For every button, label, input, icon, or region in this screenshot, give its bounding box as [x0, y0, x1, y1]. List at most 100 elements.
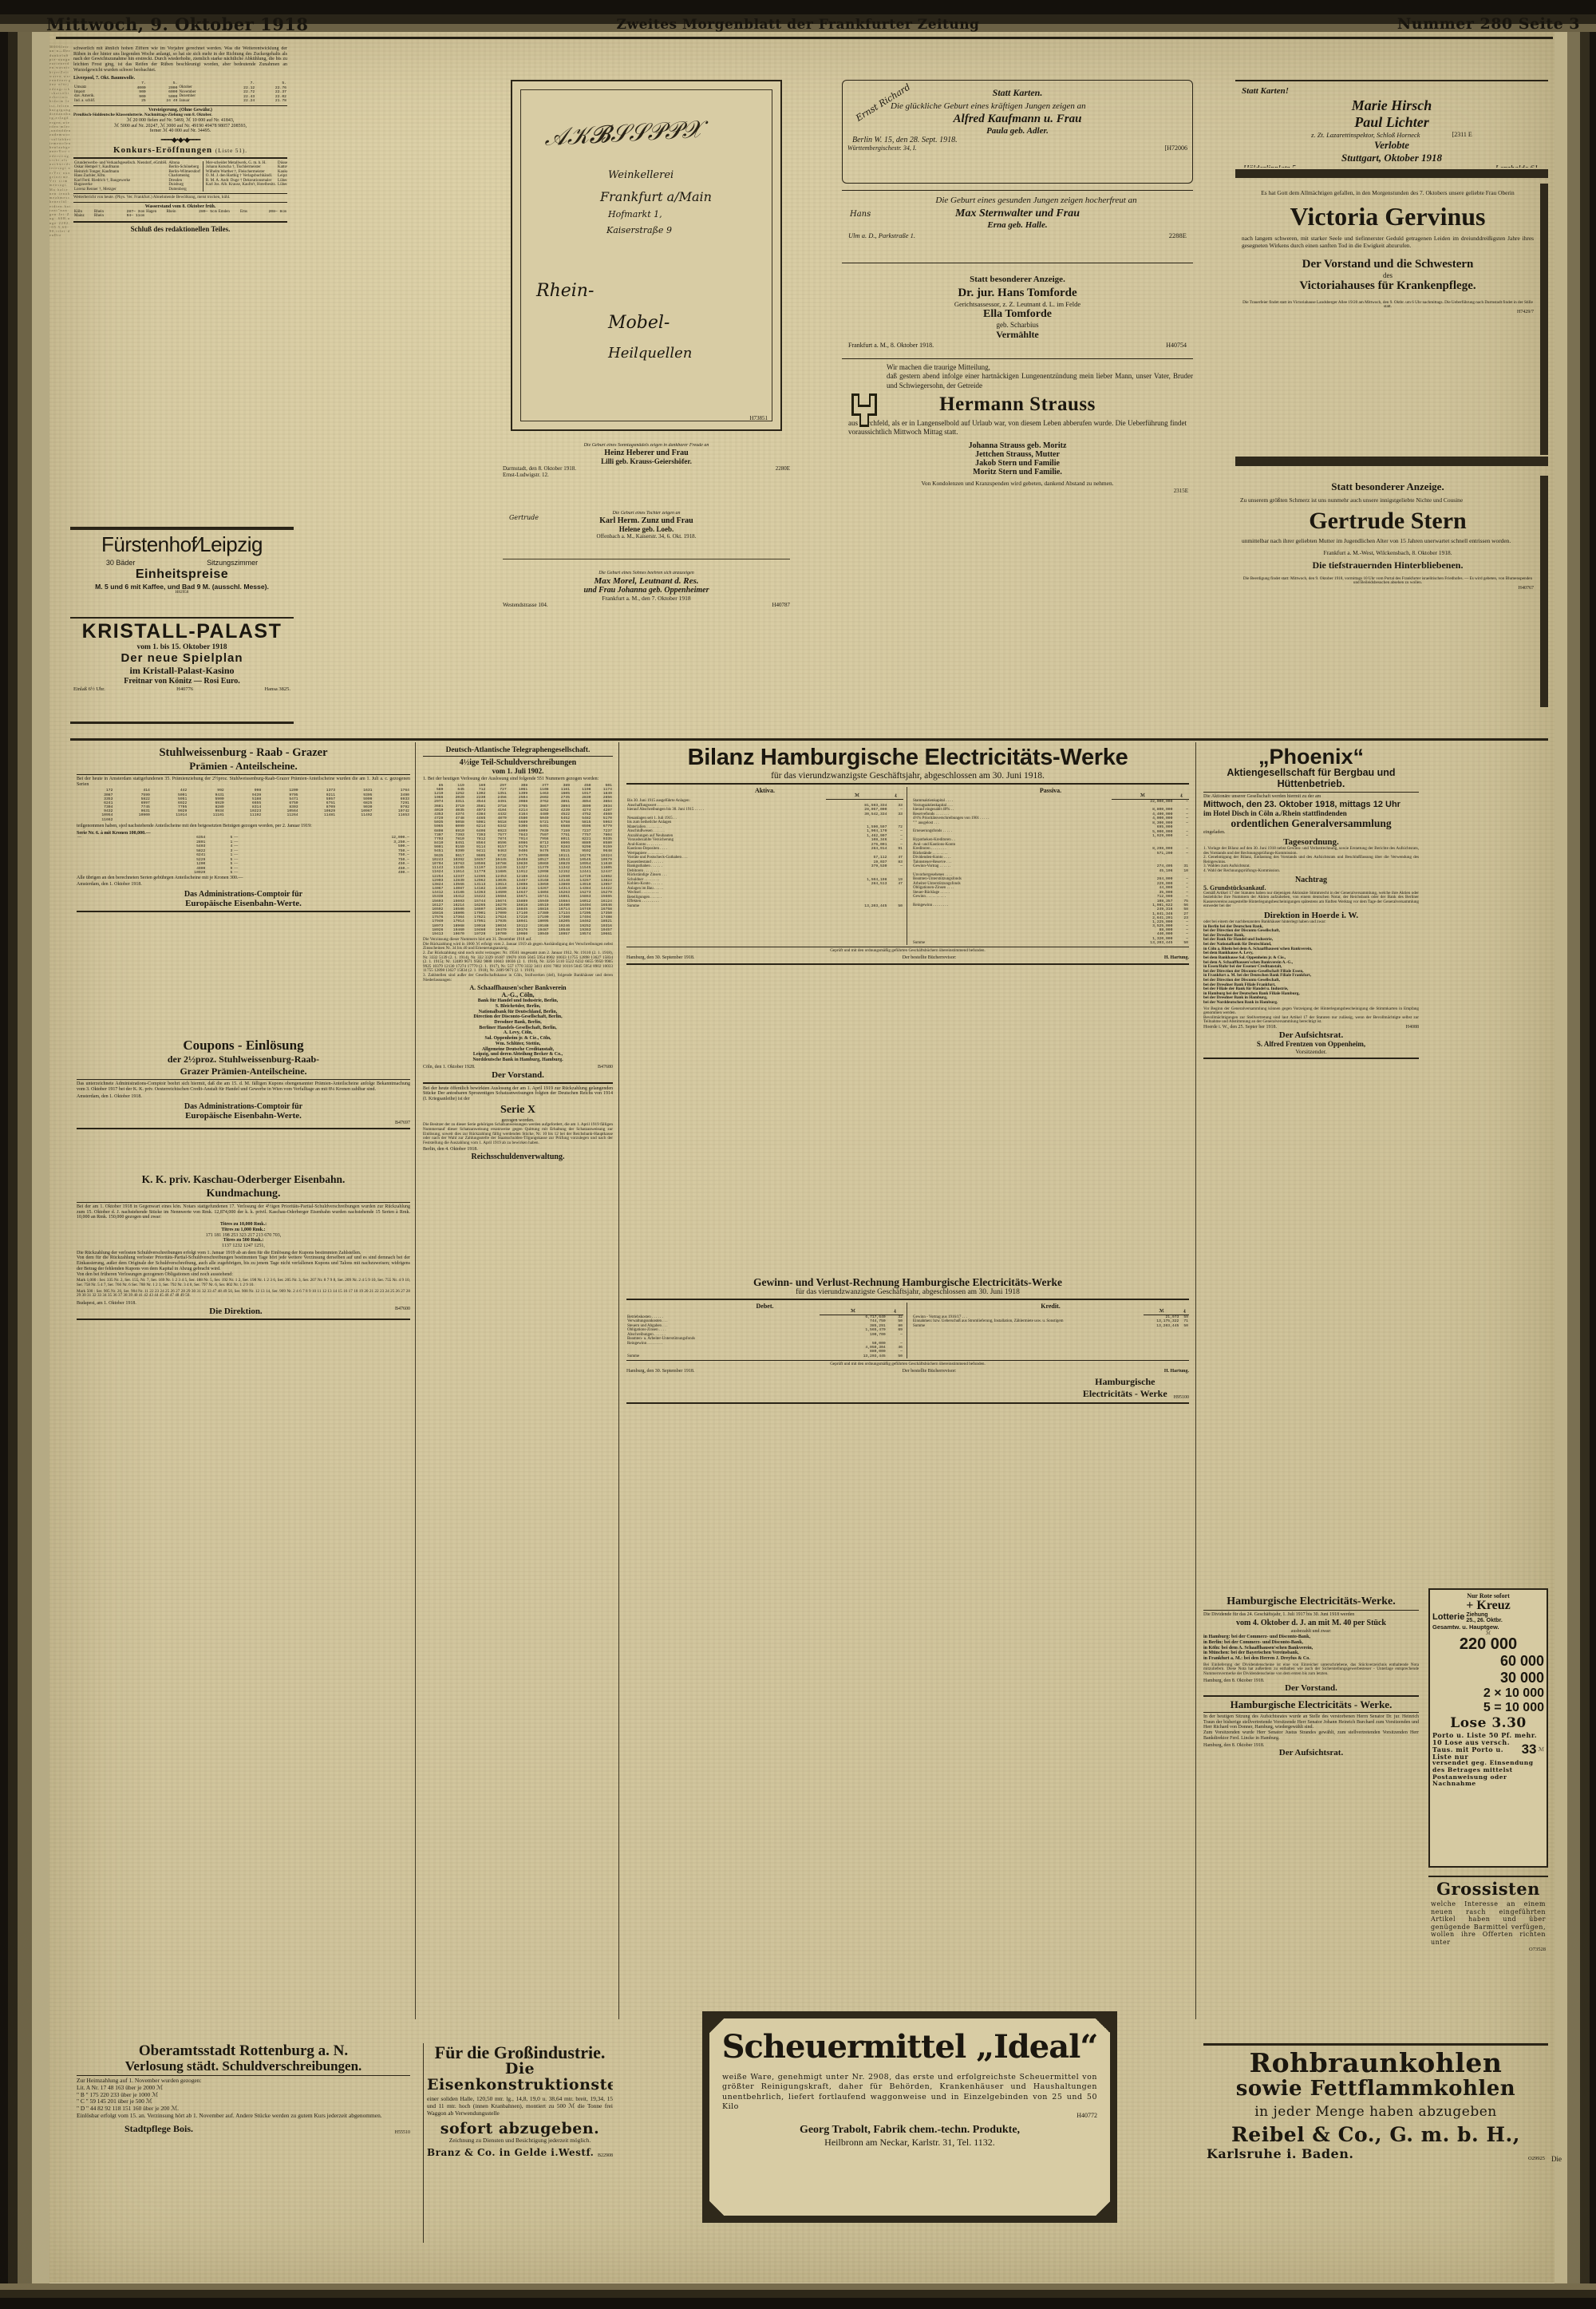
bank-list-item: bei der Direction der Disconto Gesellsch… [1203, 977, 1280, 983]
gervinus-intro: Es hat Gott dem Allmächtigen gefallen, i… [1261, 189, 1515, 196]
iron-cross-icon [848, 392, 882, 430]
table-row: Aval- und Kautions-Konto [913, 842, 956, 847]
oberamt-row-1: " B " 175 220 233 über je 1000 ℳ [77, 2090, 159, 2098]
table-row: Anlagen im Bau . . . . . [627, 886, 664, 891]
fuerstenhof-price-heading: Einheitspreise [135, 567, 229, 581]
table-row: Hypotheken-Kreditoren . . [913, 838, 955, 843]
table-row: Wertpapiere . . . . . . . . [627, 851, 663, 856]
fuerstenhof-title: Fürstenhof⁄Leipzig [101, 532, 263, 556]
ad-gertrude-stern-obituary[interactable]: Statt besonderer Anzeige. Zu unserem grö… [1235, 476, 1548, 707]
hewr-vorstand: Der Vorstand. [1285, 1683, 1337, 1694]
section-bilanz-hew: Bilanz Hamburgische Electricitäts-Werke … [626, 746, 1189, 967]
tomforde-ref: H40754 [1166, 342, 1187, 349]
table-row: Schuldner . . . . . . . . 1,504,198 19 [627, 877, 903, 882]
liverpool-heading: Liverpool, 7. Okt. Baumwolle. [73, 75, 136, 81]
strauss-signer-3: Jakob Stern und Familie [975, 459, 1060, 469]
heberer-names: Heinz Heberer und Frau [604, 448, 689, 457]
gewinn-kredit-header: Kredit. [1041, 1303, 1061, 1311]
column-1-top: schwerlich mit ähnlich hohen Ziffern wie… [73, 46, 287, 453]
rk-dates: 25., 26. Oktbr. [1466, 1618, 1503, 1623]
ad-kristall-palast[interactable]: KRISTALL-PALAST vom 1. bis 15. Oktober 1… [70, 620, 294, 724]
rk-porto: Porto u. Liste 50 Pf. mehr. [1432, 1731, 1538, 1739]
ad-grossisten[interactable]: Grossisten welche Interesse an einem neu… [1428, 1876, 1548, 1995]
bank-list-item: bei der Dresdner Bank Filiale Frankfurt, [1203, 982, 1276, 987]
number-row: 16127 16214 16265 16279 16818 16519 16480 16494… [432, 903, 612, 907]
hirsch-name1: Marie Hirsch [1351, 97, 1432, 113]
grossindustrie-body-2: Zeichnung zu Diensten und Besichtigung j… [448, 2136, 591, 2144]
table-row: Abschreibungen . . . . . . 190,700— [627, 1332, 903, 1337]
left-margin-bleed-text: 50 0 0 6 l e r r u n · n — D e r d u n k… [49, 45, 70, 238]
hewr-note: Bei Einlieferung der Dividendenscheine i… [1203, 1662, 1419, 1676]
strauss-line1: Wir machen die traurige Mitteilung, [887, 363, 990, 371]
ad-kaufmann-birth[interactable]: Ernst Richard Statt Karten. Die glücklic… [842, 80, 1193, 184]
table-row: Rückstände . . . . . . . . 571,200— [913, 851, 1188, 856]
stuhl-signer-1: Das Administrations-Comptoir für [184, 890, 303, 899]
rk-prize-3: 2 × 10 000 [1483, 1686, 1544, 1700]
ad-ornamental-logo[interactable]: 𝒜𝒦𝓑𝒮𝒮𝒫𝒫𝒳 Weinkellerei Frankfurt a/Main H… [511, 80, 782, 431]
ad-sternwalter-birth[interactable]: Hans Die Geburt eines gesunden Jungen ze… [842, 190, 1193, 263]
table-row: Steuern und Abgaben . . . 385,291 80 [627, 1323, 903, 1328]
ad-zunz[interactable]: Die Geburt eines Tochter zeigen an Karl … [503, 511, 790, 557]
hewr-line2: ausbezahlt und zwar: [1290, 1629, 1332, 1635]
editorial-close: Schluß des redaktionellen Teiles. [130, 224, 231, 233]
ad-scheuermittel-ideal[interactable]: Scheuermittel „Ideal“ weiße Ware, genehm… [702, 2011, 1117, 2223]
bank-list-item: bei der Bank für Handel und Industrie, [1203, 937, 1274, 943]
table-row: 3,525,000— [1152, 924, 1188, 929]
ornament-divider: ━━━◆•◆•◆━━━ [160, 135, 201, 144]
coupons-signer-1: Das Administrations-Comptoir für [184, 1102, 303, 1112]
ad-victoria-gervinus-obituary[interactable]: Es hat Gott dem Allmächtigen gefallen, i… [1235, 184, 1548, 455]
kaufmann-address: Württembergischestr. 34, I. [847, 144, 917, 152]
number-row: 16592 16586 16607 16626 16845 16816 16714 16749… [432, 907, 612, 911]
ad-fuerstenhof-leipzig[interactable]: Fürstenhof⁄Leipzig 30 Bäder Sitzungszimm… [70, 527, 294, 619]
dat-bank-a: A. Schaaffhausen'scher Bankverein [469, 984, 567, 992]
strauss-signer-2: Jettchen Strauss, Mutter [975, 450, 1060, 460]
table-row: " " ausgelost . . . 8,300,000— [913, 820, 1188, 825]
lottery-line-1: ℳ 20 000 fielen auf Nr. 5469, ℳ 10 000 a… [126, 117, 235, 123]
dat-sub1: 4½ige Teil-Schuldverschreibungen [459, 758, 577, 767]
bank-list-item: Norddeutsche Bank in Hamburg, Hamburg. [472, 1058, 563, 1063]
hirsch-head: Statt Karten! [1242, 86, 1289, 96]
hewr-line7: in Frankfurt a. M.: bei den Herren J. Dr… [1203, 1656, 1310, 1661]
dat-serie: Serie X [500, 1103, 535, 1116]
right-margin-fragment: Die [1551, 2155, 1562, 2163]
kaufmann-head: Statt Karten. [992, 87, 1043, 98]
hirsch-status: Verlobte [1373, 139, 1410, 151]
ad-morel[interactable]: Die Geburt eines Sohnes beehren sich anz… [503, 571, 790, 631]
ad-hermann-strauss-obituary[interactable]: Wir machen die traurige Mitteilung, daß … [842, 363, 1193, 603]
bank-list-item: in Hamburg bei der Deutschen Bank Filial… [1203, 990, 1300, 996]
water-level-heading: Wasserstand vom 8. Oktober früh. [144, 204, 216, 210]
phoenix-title: „Phoenix“ [1258, 746, 1365, 769]
kaschau-place-date: Budapest, am 1. Oktober 1918. [77, 1300, 136, 1306]
section-deutsch-atlantische: Deutsch-Atlantische Telegraphengesellsch… [423, 746, 613, 2007]
paper-sheet [48, 32, 1555, 2283]
gewinn-subtitle: für das vierundzwanzigste Geschäftsjahr,… [796, 1288, 1020, 1297]
kaschau-body: Bei der am 1. Oktober 1918 in Gegenwart … [77, 1204, 410, 1220]
number-row: 5965 6099 6214 6342 6306 6491 6588 6596 6779 [434, 824, 612, 829]
ad-heberer[interactable]: Die Geburt eines Sonntagsmädels zeigen i… [503, 443, 790, 491]
number-row: 12254 12337 12465 12453 12188 12342 12550 12720… [432, 874, 612, 879]
number-row: 15693 15693 15744 15674 15889 15949 15684 16012… [432, 899, 612, 903]
table-row: Reingewinn . . . . . . . . 1,981,622 56 [913, 903, 1188, 908]
dat-bank-list: Bank für Handel und Industrie, Berlin, S.… [423, 998, 613, 1063]
bilanz-revisor: H. Hartung. [1163, 955, 1189, 960]
table-row: Kohlen-Konto . . . . . . 284,513 47 [627, 882, 903, 887]
kristall-title: KRISTALL-PALAST [81, 620, 282, 642]
hewr-line5: in Köln: bei dem A. Schaaffhausen'schen … [1203, 1645, 1314, 1651]
ad-rohbraunkohlen[interactable]: Rohbraunkohlen sowie Fettflammkohlen in … [1203, 2043, 1548, 2243]
section-grossindustrie[interactable]: Für die Großindustrie. Die Eisenkonstruk… [423, 2043, 613, 2243]
bank-list-item: in Frankfurt a. M. bei der Deutschen Ban… [1203, 973, 1312, 979]
rohbraun-menge: in jeder Menge haben abzugeben [1254, 2104, 1497, 2121]
ad-rotes-kreuz-lotterie[interactable]: Nur Rote sofort + Kreuz Lotterie Ziehung… [1428, 1588, 1548, 1868]
strauss-signer-4: Moritz Stern und Familie. [973, 468, 1062, 477]
bank-list-item: Bank für Handel und Industrie, Berlin, [477, 998, 559, 1004]
bilanz-passiva-header: Passiva. [1039, 786, 1062, 794]
cotton-price-table: 7. 5. 7. 5. Umsatz 4000 2000 Oktober 22.12 22.76… [74, 81, 286, 104]
strauss-body: aus Barchfeld, als er in Langenselbold a… [848, 418, 1187, 436]
ad-hirsch-lichter-engagement[interactable]: Statt Karten! Marie Hirsch Paul Lichter … [1235, 80, 1548, 168]
oberamt-row-3: " D " 44 82 92 118 151 160 über je 200 ℳ… [77, 2105, 180, 2113]
tomforde-role: Gerichtsassessor, z. Z. Leutnant d. L. i… [954, 300, 1081, 308]
kaufmann-names: Alfred Kaufmann u. Frau [953, 113, 1082, 125]
top-scan-edge [0, 0, 1596, 32]
grossindustrie-sub: Die Eisenkonstruktionsteile [427, 2060, 613, 2094]
ad-tomforde-wedding[interactable]: Statt besonderer Anzeige. Dr. jur. Hans … [842, 271, 1193, 359]
